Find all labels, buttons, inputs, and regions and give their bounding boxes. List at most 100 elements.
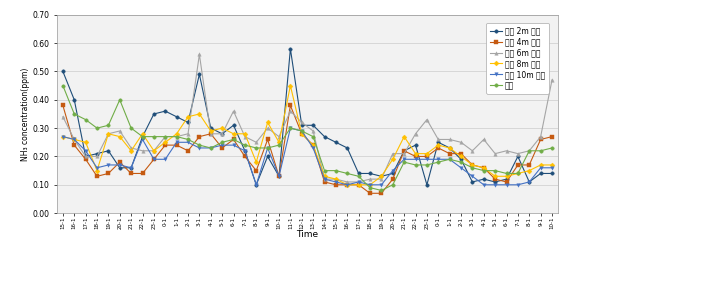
내부 2m 지점	[366, 172, 375, 175]
내부 6m 지점	[536, 135, 545, 139]
내부 4m 지점	[93, 175, 102, 178]
외부	[149, 135, 158, 139]
내부 4m 지점	[297, 132, 306, 136]
외부	[423, 163, 431, 167]
내부 10m 지점	[480, 183, 488, 186]
내부 6m 지점	[70, 138, 79, 141]
내부 4m 지점	[457, 152, 465, 155]
내부 2m 지점	[161, 109, 169, 113]
내부 10m 지점	[320, 177, 329, 181]
내부 2m 지점	[400, 149, 408, 152]
내부 8m 지점	[70, 138, 79, 141]
내부 6m 지점	[82, 155, 90, 158]
외부	[252, 146, 260, 150]
내부 2m 지점	[411, 143, 420, 147]
외부	[468, 166, 477, 170]
내부 2m 지점	[502, 177, 511, 181]
내부 10m 지점	[423, 157, 431, 161]
내부 2m 지점	[59, 70, 67, 73]
내부 4m 지점	[366, 192, 375, 195]
내부 8m 지점	[82, 141, 90, 144]
내부 2m 지점	[184, 121, 192, 124]
내부 8m 지점	[434, 143, 443, 147]
내부 6m 지점	[423, 118, 431, 121]
외부	[502, 172, 511, 175]
내부 4m 지점	[70, 143, 79, 147]
내부 6m 지점	[297, 121, 306, 124]
내부 2m 지점	[343, 146, 352, 150]
내부 6m 지점	[548, 78, 556, 82]
내부 8m 지점	[423, 152, 431, 155]
외부	[457, 160, 465, 164]
내부 2m 지점	[93, 152, 102, 155]
내부 4m 지점	[502, 180, 511, 184]
내부 10m 지점	[434, 157, 443, 161]
내부 6m 지점	[116, 129, 124, 133]
내부 8m 지점	[332, 177, 340, 181]
내부 6m 지점	[184, 132, 192, 136]
내부 2m 지점	[116, 166, 124, 170]
내부 8m 지점	[502, 175, 511, 178]
내부 10m 지점	[127, 166, 135, 170]
내부 4m 지점	[491, 177, 500, 181]
내부 2m 지점	[377, 175, 385, 178]
내부 4m 지점	[82, 157, 90, 161]
내부 2m 지점	[434, 141, 443, 144]
내부 2m 지점	[536, 172, 545, 175]
내부 6m 지점	[263, 126, 272, 130]
내부 10m 지점	[366, 183, 375, 186]
외부	[116, 98, 124, 102]
내부 4m 지점	[116, 160, 124, 164]
내부 6m 지점	[400, 152, 408, 155]
내부 2m 지점	[468, 180, 477, 184]
내부 6m 지점	[480, 138, 488, 141]
Line: 외부: 외부	[61, 84, 553, 192]
내부 2m 지점	[252, 183, 260, 186]
내부 8m 지점	[468, 163, 477, 167]
외부	[332, 169, 340, 172]
내부 10m 지점	[525, 180, 533, 184]
내부 6m 지점	[230, 109, 238, 113]
내부 8m 지점	[388, 157, 397, 161]
내부 10m 지점	[297, 129, 306, 133]
내부 6m 지점	[525, 149, 533, 152]
내부 2m 지점	[548, 172, 556, 175]
내부 2m 지점	[138, 135, 147, 139]
내부 4m 지점	[513, 163, 522, 167]
외부	[218, 141, 227, 144]
내부 10m 지점	[59, 135, 67, 139]
내부 2m 지점	[297, 123, 306, 127]
내부 4m 지점	[400, 149, 408, 152]
내부 10m 지점	[275, 175, 283, 178]
내부 8m 지점	[343, 183, 352, 186]
내부 10m 지점	[445, 157, 454, 161]
내부 2m 지점	[207, 126, 215, 130]
외부	[172, 135, 181, 139]
내부 10m 지점	[491, 183, 500, 186]
Line: 내부 10m 지점: 내부 10m 지점	[61, 126, 553, 186]
내부 6m 지점	[241, 135, 250, 139]
내부 4m 지점	[172, 143, 181, 147]
내부 8m 지점	[241, 132, 250, 136]
내부 8m 지점	[309, 143, 317, 147]
내부 8m 지점	[116, 135, 124, 139]
내부 10m 지점	[332, 180, 340, 184]
내부 2m 지점	[423, 183, 431, 186]
내부 6m 지점	[491, 152, 500, 155]
내부 4m 지점	[252, 169, 260, 172]
내부 8m 지점	[457, 155, 465, 158]
내부 6m 지점	[434, 138, 443, 141]
내부 2m 지점	[309, 123, 317, 127]
외부	[355, 175, 363, 178]
내부 4m 지점	[138, 172, 147, 175]
내부 4m 지점	[377, 192, 385, 195]
내부 4m 지점	[127, 172, 135, 175]
내부 6m 지점	[366, 177, 375, 181]
내부 2m 지점	[388, 172, 397, 175]
내부 10m 지점	[241, 149, 250, 152]
내부 6m 지점	[207, 132, 215, 136]
내부 10m 지점	[286, 126, 295, 130]
내부 2m 지점	[104, 149, 113, 152]
내부 6m 지점	[377, 177, 385, 181]
외부	[104, 123, 113, 127]
